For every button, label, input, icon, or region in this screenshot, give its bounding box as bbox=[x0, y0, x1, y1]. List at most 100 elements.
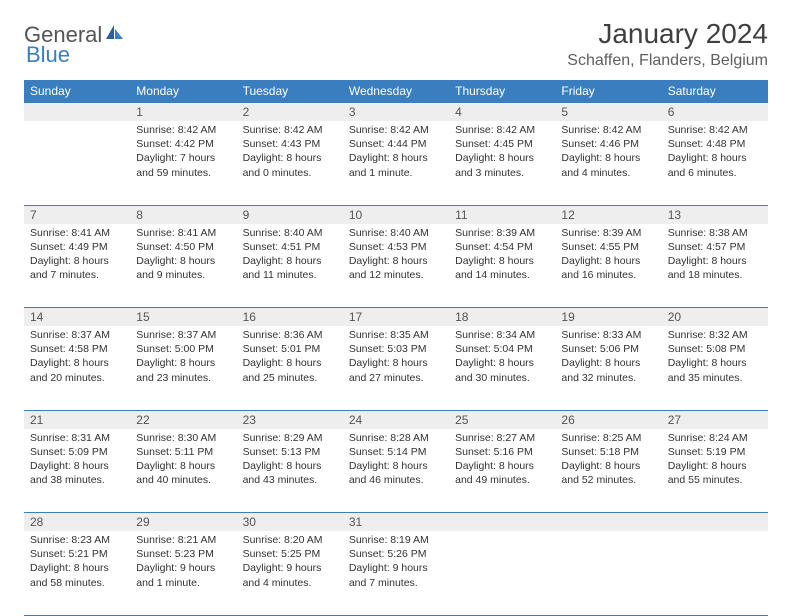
day-number: 4 bbox=[449, 103, 555, 121]
day-details: Sunrise: 8:27 AMSunset: 5:16 PMDaylight:… bbox=[449, 429, 555, 492]
day-details: Sunrise: 8:37 AMSunset: 4:58 PMDaylight:… bbox=[24, 326, 130, 389]
sunset-line: Sunset: 4:46 PM bbox=[561, 137, 655, 151]
calendar-week-row: Sunrise: 8:41 AMSunset: 4:49 PMDaylight:… bbox=[24, 224, 768, 308]
day-number-cell bbox=[555, 513, 661, 532]
sunrise-line: Sunrise: 8:37 AM bbox=[136, 328, 230, 342]
day2-line: and 32 minutes. bbox=[561, 371, 655, 385]
day-body-cell: Sunrise: 8:21 AMSunset: 5:23 PMDaylight:… bbox=[130, 531, 236, 615]
sunset-line: Sunset: 4:54 PM bbox=[455, 240, 549, 254]
day-details: Sunrise: 8:32 AMSunset: 5:08 PMDaylight:… bbox=[662, 326, 768, 389]
sunrise-line: Sunrise: 8:29 AM bbox=[243, 431, 337, 445]
day-number: 25 bbox=[449, 411, 555, 429]
day-number-cell: 10 bbox=[343, 205, 449, 224]
day-number-cell: 16 bbox=[237, 308, 343, 327]
daynum-row: 21222324252627 bbox=[24, 410, 768, 429]
sunset-line: Sunset: 4:49 PM bbox=[30, 240, 124, 254]
calendar-week-row: Sunrise: 8:23 AMSunset: 5:21 PM Daylight:… bbox=[24, 531, 768, 615]
sunset-line: Sunset: 5:26 PM bbox=[349, 547, 443, 561]
weekday-header: Friday bbox=[555, 80, 661, 103]
day2-line: and 9 minutes. bbox=[136, 268, 230, 282]
day-number-cell: 26 bbox=[555, 410, 661, 429]
sunset-line: Sunset: 5:06 PM bbox=[561, 342, 655, 356]
day-details: Sunrise: 8:42 AMSunset: 4:44 PMDaylight:… bbox=[343, 121, 449, 184]
day1-line: Daylight: 8 hours bbox=[136, 356, 230, 370]
day-body-cell: Sunrise: 8:40 AMSunset: 4:51 PMDaylight:… bbox=[237, 224, 343, 308]
day-number-cell bbox=[449, 513, 555, 532]
day-body-cell: Sunrise: 8:25 AMSunset: 5:18 PMDaylight:… bbox=[555, 429, 661, 513]
day-number-cell: 8 bbox=[130, 205, 236, 224]
day-number-cell: 31 bbox=[343, 513, 449, 532]
sunrise-line: Sunrise: 8:31 AM bbox=[30, 431, 124, 445]
day1-line: Daylight: 8 hours bbox=[349, 356, 443, 370]
day-body-cell: Sunrise: 8:37 AMSunset: 5:00 PMDaylight:… bbox=[130, 326, 236, 410]
logo-word2: Blue bbox=[26, 42, 70, 67]
weekday-header: Monday bbox=[130, 80, 236, 103]
day-number: 20 bbox=[662, 308, 768, 326]
day-details: Sunrise: 8:24 AMSunset: 5:19 PMDaylight:… bbox=[662, 429, 768, 492]
sunset-line: Sunset: 4:58 PM bbox=[30, 342, 124, 356]
day-details: Sunrise: 8:40 AMSunset: 4:51 PMDaylight:… bbox=[237, 224, 343, 287]
day1-line: Daylight: 8 hours bbox=[668, 356, 762, 370]
day1-line: Daylight: 8 hours bbox=[243, 254, 337, 268]
sunset-line: Sunset: 5:21 PM bbox=[30, 547, 124, 561]
sunset-line: Sunset: 4:42 PM bbox=[136, 137, 230, 151]
day-number: 10 bbox=[343, 206, 449, 224]
sunset-line: Sunset: 4:45 PM bbox=[455, 137, 549, 151]
sunset-line: Sunset: 4:53 PM bbox=[349, 240, 443, 254]
sunrise-line: Sunrise: 8:21 AM bbox=[136, 533, 230, 547]
day1-line: Daylight: 9 hours bbox=[349, 561, 443, 575]
day-number-cell: 25 bbox=[449, 410, 555, 429]
day-body-cell: Sunrise: 8:20 AMSunset: 5:25 PMDaylight:… bbox=[237, 531, 343, 615]
sunset-line: Sunset: 5:25 PM bbox=[243, 547, 337, 561]
sunrise-line: Sunrise: 8:40 AM bbox=[243, 226, 337, 240]
day-body-cell: Sunrise: 8:28 AMSunset: 5:14 PMDaylight:… bbox=[343, 429, 449, 513]
day1-line: Daylight: 8 hours bbox=[349, 151, 443, 165]
sunrise-line: Sunrise: 8:35 AM bbox=[349, 328, 443, 342]
logo-sail-icon bbox=[104, 23, 124, 48]
day2-line: and 1 minute. bbox=[349, 166, 443, 180]
weekday-header: Tuesday bbox=[237, 80, 343, 103]
day-number: 6 bbox=[662, 103, 768, 121]
sunrise-line: Sunrise: 8:19 AM bbox=[349, 533, 443, 547]
day-body-cell: Sunrise: 8:32 AMSunset: 5:08 PMDaylight:… bbox=[662, 326, 768, 410]
header: General January 2024 Schaffen, Flanders,… bbox=[24, 18, 768, 70]
day2-line: and 7 minutes. bbox=[30, 268, 124, 282]
day1-line: Daylight: 8 hours bbox=[30, 356, 124, 370]
day2-line: and 38 minutes. bbox=[30, 473, 124, 487]
day2-line: and 55 minutes. bbox=[668, 473, 762, 487]
day-number: 31 bbox=[343, 513, 449, 531]
sunset-line: Sunset: 5:16 PM bbox=[455, 445, 549, 459]
day-number-cell: 2 bbox=[237, 103, 343, 122]
day1-line: Daylight: 8 hours bbox=[243, 151, 337, 165]
day2-line: and 3 minutes. bbox=[455, 166, 549, 180]
sunrise-line: Sunrise: 8:39 AM bbox=[561, 226, 655, 240]
sunrise-line: Sunrise: 8:33 AM bbox=[561, 328, 655, 342]
day-number: 28 bbox=[24, 513, 130, 531]
day1-line: Daylight: 8 hours bbox=[455, 459, 549, 473]
day-number-cell: 3 bbox=[343, 103, 449, 122]
sunrise-line: Sunrise: 8:23 AM bbox=[30, 533, 124, 547]
daynum-row: 28293031 bbox=[24, 513, 768, 532]
day-number: 14 bbox=[24, 308, 130, 326]
day2-line: and 14 minutes. bbox=[455, 268, 549, 282]
page: General January 2024 Schaffen, Flanders,… bbox=[0, 0, 792, 616]
day-number-cell: 24 bbox=[343, 410, 449, 429]
sunrise-line: Sunrise: 8:36 AM bbox=[243, 328, 337, 342]
day1-line: Daylight: 8 hours bbox=[455, 254, 549, 268]
day1-line: Daylight: 8 hours bbox=[243, 459, 337, 473]
day-number-cell bbox=[662, 513, 768, 532]
day-number-cell: 11 bbox=[449, 205, 555, 224]
sunset-line: Sunset: 4:44 PM bbox=[349, 137, 443, 151]
day-number: 19 bbox=[555, 308, 661, 326]
day-number-cell: 12 bbox=[555, 205, 661, 224]
daynum-row: 78910111213 bbox=[24, 205, 768, 224]
day-body-cell bbox=[24, 121, 130, 205]
day-number-cell: 1 bbox=[130, 103, 236, 122]
day1-line: Daylight: 8 hours bbox=[561, 254, 655, 268]
calendar-week-row: Sunrise: 8:31 AMSunset: 5:09 PMDaylight:… bbox=[24, 429, 768, 513]
day-details: Sunrise: 8:25 AMSunset: 5:18 PMDaylight:… bbox=[555, 429, 661, 492]
day1-line: Daylight: 8 hours bbox=[561, 459, 655, 473]
sunset-line: Sunset: 5:14 PM bbox=[349, 445, 443, 459]
weekday-header: Wednesday bbox=[343, 80, 449, 103]
sunrise-line: Sunrise: 8:27 AM bbox=[455, 431, 549, 445]
